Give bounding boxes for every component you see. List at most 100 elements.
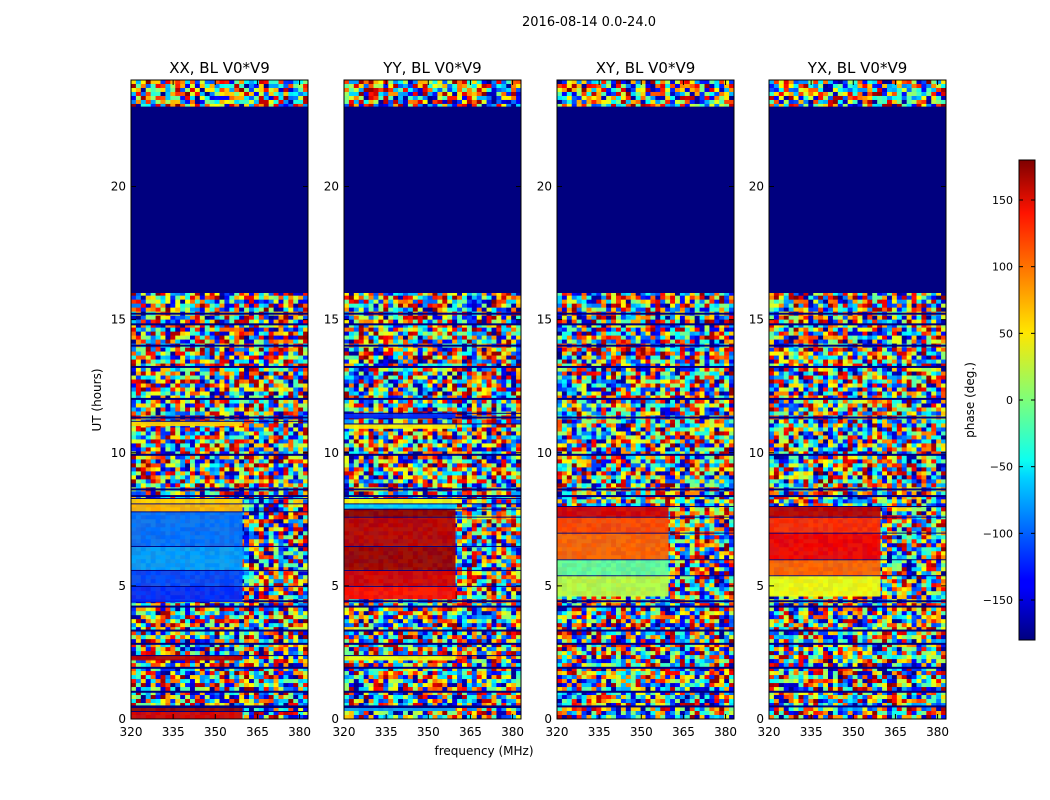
phase-band: [344, 508, 456, 517]
flagged-region: [344, 106, 521, 293]
phase-band: [769, 532, 881, 560]
x-tick-label: 380: [501, 725, 524, 739]
phase-band: [131, 711, 243, 719]
phase-band: [131, 569, 243, 586]
y-tick-label: 20: [749, 180, 764, 194]
x-tick-label: 335: [800, 725, 823, 739]
x-tick-label: 350: [417, 725, 440, 739]
panel-frame: [556, 79, 735, 720]
phase-band: [344, 516, 456, 546]
flagged-region: [131, 106, 308, 293]
x-tick-label: 365: [672, 725, 695, 739]
figure-title: 2016-08-14 0.0-24.0: [522, 15, 656, 30]
x-tick-label: 365: [246, 725, 269, 739]
phase-band: [557, 575, 669, 597]
phase-image: [131, 80, 308, 719]
panel-frame: [130, 79, 309, 720]
panel-frame: [343, 79, 522, 720]
phase-band: [131, 420, 243, 427]
phase-band: [344, 545, 456, 570]
x-tick-label: 320: [333, 725, 356, 739]
y-tick-label: 5: [118, 579, 126, 593]
phase-band: [769, 506, 881, 517]
y-tick-label: 10: [749, 446, 764, 460]
y-tick-label: 0: [756, 712, 764, 726]
x-tick-label: 335: [375, 725, 398, 739]
phase-band: [131, 545, 243, 570]
panel-title: YX, BL V0*V9: [807, 59, 908, 77]
colorbar-tick-label: 50: [999, 327, 1013, 340]
colorbar-tick-label: −150: [983, 594, 1013, 607]
phase-image: [557, 80, 734, 719]
phase-band: [344, 707, 456, 712]
x-tick-label: 350: [630, 725, 653, 739]
x-tick-label: 350: [842, 725, 865, 739]
y-tick-label: 15: [111, 313, 126, 327]
x-tick-label: 320: [758, 725, 781, 739]
phase-band: [557, 532, 669, 560]
y-tick-label: 5: [756, 579, 764, 593]
x-tick-label: 335: [588, 725, 611, 739]
panel-title: YY, BL V0*V9: [382, 59, 481, 77]
phase-band: [131, 655, 243, 661]
y-tick-label: 5: [544, 579, 552, 593]
y-tick-label: 20: [324, 180, 339, 194]
y-tick-label: 15: [749, 313, 764, 327]
phase-band: [344, 585, 456, 600]
phase-image: [344, 80, 521, 719]
x-tick-label: 350: [204, 725, 227, 739]
x-tick-label: 365: [459, 725, 482, 739]
phase-band: [344, 503, 456, 509]
phase-band: [769, 516, 881, 533]
colorbar-tick-label: 100: [992, 261, 1013, 274]
phase-band: [344, 655, 456, 661]
colorbar-tick-label: −100: [983, 527, 1013, 540]
y-tick-label: 0: [544, 712, 552, 726]
phase-band: [769, 559, 881, 576]
phase-band: [344, 423, 456, 429]
phase-band: [131, 585, 243, 602]
y-tick-label: 10: [111, 446, 126, 460]
phase-band: [131, 498, 243, 504]
x-tick-label: 320: [546, 725, 569, 739]
flagged-region: [557, 106, 734, 293]
phase-band: [344, 569, 456, 586]
panel-4: YX, BL V0*V9 320 335 350 365 380 0 5 10 15 20: [749, 59, 949, 739]
x-tick-label: 335: [162, 725, 185, 739]
x-tick-label: 365: [884, 725, 907, 739]
phase-band: [131, 707, 243, 712]
panel-frame: [768, 79, 947, 720]
x-tick-label: 320: [120, 725, 143, 739]
x-tick-label: 380: [926, 725, 949, 739]
y-tick-label: 20: [537, 180, 552, 194]
colorbar-tick-label: 150: [992, 194, 1013, 207]
x-tick-label: 380: [288, 725, 311, 739]
phase-band: [344, 412, 456, 419]
y-tick-label: 10: [537, 446, 552, 460]
phase-band: [557, 516, 669, 533]
phase-band: [557, 559, 669, 576]
phase-image: [769, 80, 946, 719]
panel-3: XY, BL V0*V9 320 335 350 365 380 0 5 10 15 20: [537, 59, 737, 739]
x-tick-label: 380: [714, 725, 737, 739]
phase-band: [131, 511, 243, 546]
y-tick-label: 0: [331, 712, 339, 726]
phase-band: [131, 503, 243, 512]
phase-band: [769, 575, 881, 597]
y-tick-label: 15: [324, 313, 339, 327]
x-axis-label: frequency (MHz): [434, 744, 533, 758]
y-tick-label: 15: [537, 313, 552, 327]
y-tick-label: 5: [331, 579, 339, 593]
phase-band: [344, 498, 456, 504]
y-axis-label: UT (hours): [90, 368, 104, 431]
y-tick-label: 20: [111, 180, 126, 194]
y-tick-label: 10: [324, 446, 339, 460]
panel-title: XX, BL V0*V9: [169, 59, 270, 77]
colorbar-tick-label: −50: [990, 461, 1013, 474]
y-tick-label: 0: [118, 712, 126, 726]
colorbar-label: phase (deg.): [963, 362, 977, 438]
panel-2: YY, BL V0*V9 320 335 350 365 380 0 5 10 15 20: [324, 59, 524, 739]
panel-title: XY, BL V0*V9: [596, 59, 696, 77]
